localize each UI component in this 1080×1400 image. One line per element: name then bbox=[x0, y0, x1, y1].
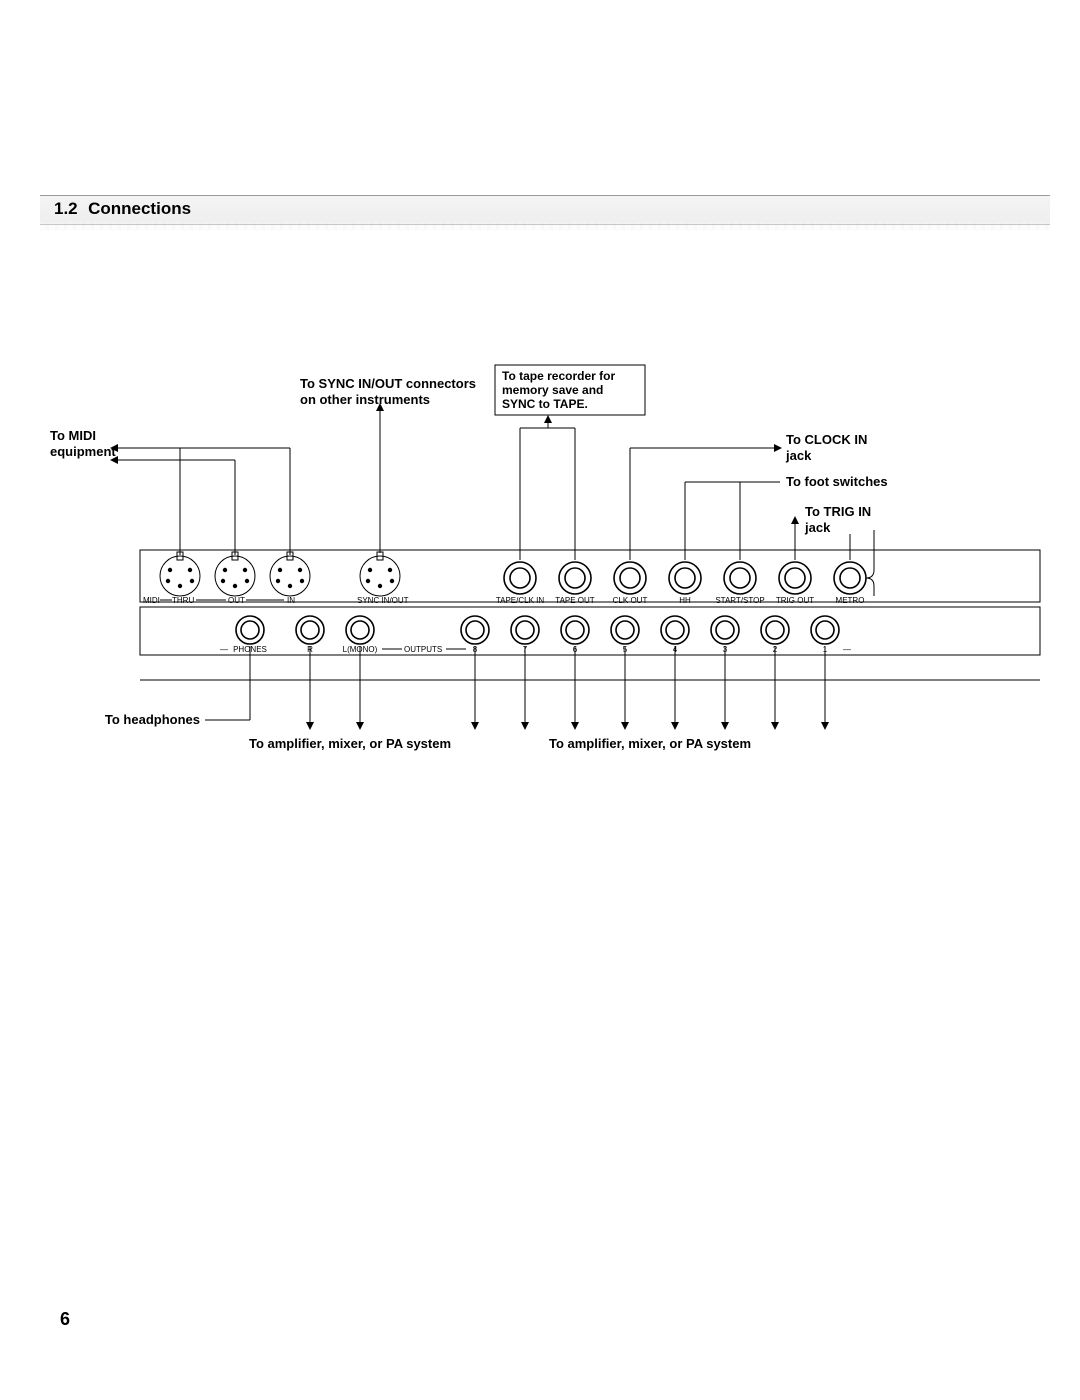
jack-out2 bbox=[761, 616, 789, 644]
co-tape-3: SYNC to TAPE. bbox=[502, 397, 588, 411]
panel-bot-strip bbox=[140, 607, 1040, 655]
din-sync bbox=[360, 552, 400, 596]
jack-startstop bbox=[724, 562, 756, 594]
header-noise bbox=[40, 222, 1050, 230]
co-trig-1: To TRIG IN bbox=[805, 504, 871, 519]
jack-out1 bbox=[811, 616, 839, 644]
lbl-tapeout: TAPE OUT bbox=[555, 596, 595, 605]
sync-label: SYNC IN/OUT bbox=[357, 596, 409, 605]
co-midi-1: To MIDI bbox=[50, 428, 96, 443]
lbl-hh: HH bbox=[679, 596, 691, 605]
din-label-out: OUT bbox=[228, 596, 245, 605]
jack-metro bbox=[834, 562, 866, 594]
co-sync-1: To SYNC IN/OUT connectors bbox=[300, 376, 476, 391]
jack-out4 bbox=[661, 616, 689, 644]
din-out bbox=[215, 552, 255, 596]
panel-top-strip bbox=[140, 550, 1040, 602]
jack-tapeout bbox=[559, 562, 591, 594]
section-title: Connections bbox=[88, 199, 191, 218]
jack-out5 bbox=[611, 616, 639, 644]
lbl-tapeclkin: TAPE/CLK IN bbox=[496, 596, 545, 605]
page-number: 6 bbox=[60, 1309, 70, 1330]
co-trig-2: jack bbox=[804, 520, 831, 535]
jack-hh bbox=[669, 562, 701, 594]
din-label-in: IN bbox=[287, 596, 295, 605]
section-header: 1.2 Connections bbox=[40, 195, 1050, 225]
jack-out6 bbox=[561, 616, 589, 644]
dash2: — bbox=[843, 645, 851, 654]
co-sync-2: on other instruments bbox=[300, 392, 430, 407]
jack-phones bbox=[236, 616, 264, 644]
co-clock-1: To CLOCK IN bbox=[786, 432, 867, 447]
jack-r bbox=[296, 616, 324, 644]
co-headphones: To headphones bbox=[105, 712, 200, 727]
jack-tapeclkin bbox=[504, 562, 536, 594]
jack-out3 bbox=[711, 616, 739, 644]
lbl-metro: METRO bbox=[836, 596, 865, 605]
section-number: 1.2 bbox=[54, 199, 78, 218]
connections-diagram: MIDI THRU OUT IN SYNC IN/OUT TAPE/CLK IN… bbox=[50, 360, 1050, 790]
jack-out7 bbox=[511, 616, 539, 644]
jack-out8 bbox=[461, 616, 489, 644]
jack-lmono bbox=[346, 616, 374, 644]
co-amp-left: To amplifier, mixer, or PA system bbox=[249, 736, 451, 751]
lbl-startstop: START/STOP bbox=[715, 596, 764, 605]
jack-clkout bbox=[614, 562, 646, 594]
din-label-thru: THRU bbox=[172, 596, 194, 605]
lbl-clkout: CLK OUT bbox=[613, 596, 648, 605]
co-tape-2: memory save and bbox=[502, 383, 603, 397]
co-midi-2: equipment bbox=[50, 444, 116, 459]
co-tape-1: To tape recorder for bbox=[502, 369, 615, 383]
lbl-outputs: OUTPUTS bbox=[404, 645, 442, 654]
co-clock-2: jack bbox=[785, 448, 812, 463]
lbl-trigout: TRIG OUT bbox=[776, 596, 814, 605]
din-thru bbox=[160, 552, 200, 596]
co-amp-right: To amplifier, mixer, or PA system bbox=[549, 736, 751, 751]
din-in bbox=[270, 552, 310, 596]
co-foot: To foot switches bbox=[786, 474, 888, 489]
jack-trigout bbox=[779, 562, 811, 594]
midi-group-label: MIDI bbox=[143, 596, 160, 605]
dash1: — bbox=[220, 645, 228, 654]
